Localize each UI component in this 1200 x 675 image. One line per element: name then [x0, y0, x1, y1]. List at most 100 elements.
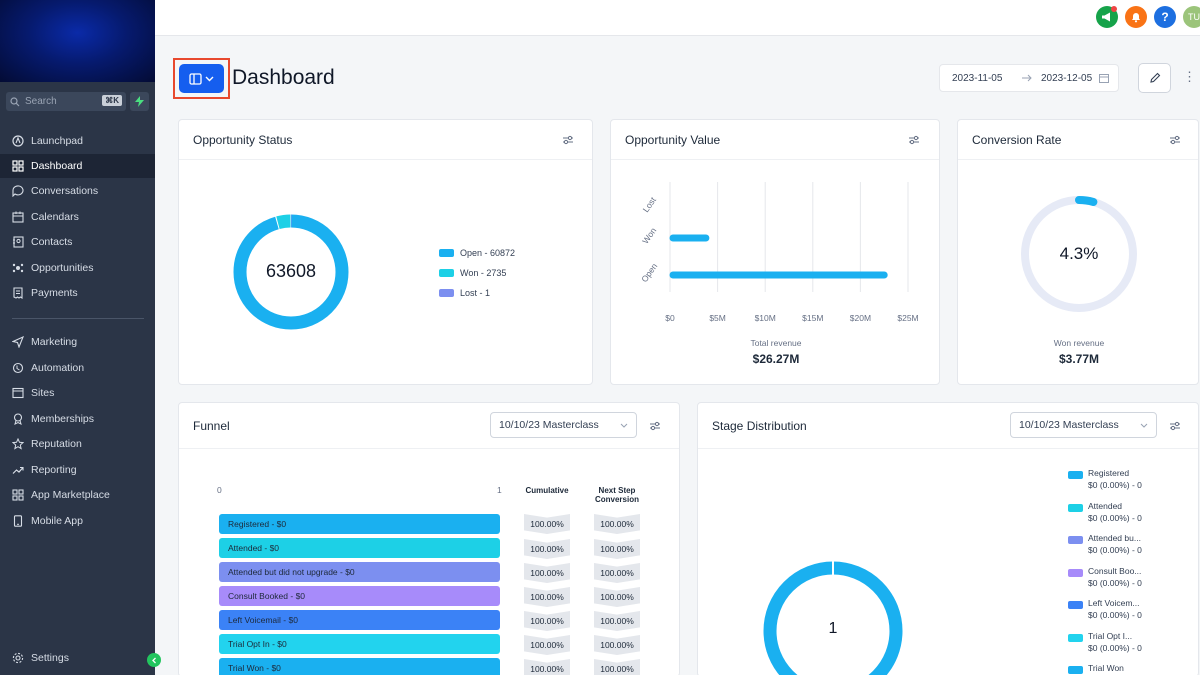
date-range-picker[interactable]: 2023-11-05 2023-12-05	[939, 64, 1119, 92]
funnel-pipeline-select[interactable]: 10/10/23 Masterclass	[490, 412, 637, 438]
chevron-down-icon	[1140, 423, 1148, 428]
filter-icon[interactable]	[1168, 419, 1182, 433]
sidebar-item-opportunities[interactable]: Opportunities	[0, 256, 155, 280]
funnel-bar[interactable]: Attended - $0	[219, 538, 500, 558]
funnel-bar[interactable]: Attended but did not upgrade - $0	[219, 562, 500, 582]
legend-swatch	[439, 249, 454, 257]
legend-label: Open - 60872	[460, 248, 516, 258]
sidebar: Search ⌘K Launchpad Dashboard Conversati…	[0, 0, 155, 675]
gauge-progress	[1021, 196, 1137, 312]
kebab-icon: ⋮	[1183, 69, 1196, 84]
next-step-cell: 100.00%	[594, 611, 640, 631]
help-button[interactable]: ?	[1154, 6, 1176, 28]
funnel-bar-label: Trial Won - $0	[228, 663, 281, 673]
funnel-bar-label: Trial Opt In - $0	[228, 639, 287, 649]
chat-icon	[12, 185, 24, 197]
trend-icon	[12, 466, 24, 474]
sidebar-item-app-marketplace[interactable]: App Marketplace	[0, 483, 155, 507]
sidebar-item-memberships[interactable]: Memberships	[0, 407, 155, 431]
sidebar-item-marketing[interactable]: Marketing	[0, 330, 155, 354]
more-options-button[interactable]: ⋮	[1183, 69, 1196, 85]
sidebar-item-dashboard[interactable]: Dashboard	[0, 154, 155, 178]
sidebar-item-reporting[interactable]: Reporting	[0, 458, 155, 482]
chevron-down-icon	[205, 76, 214, 81]
card-header: Stage Distribution 10/10/23 Masterclass	[698, 403, 1198, 449]
stage-pipeline-select[interactable]: 10/10/23 Masterclass	[1010, 412, 1157, 438]
opportunities-icon	[12, 263, 24, 273]
cumulative-cell: 100.00%	[524, 587, 570, 607]
sidebar-item-mobile-app[interactable]: Mobile App	[0, 509, 155, 533]
funnel-bar[interactable]: Trial Won - $0	[219, 658, 500, 675]
next-step-cell: 100.00%	[594, 514, 640, 534]
user-avatar[interactable]: TU	[1183, 6, 1200, 28]
funnel-bar-label: Left Voicemail - $0	[228, 615, 298, 625]
legend-lost: Lost - 1	[439, 288, 490, 298]
sidebar-item-label: Calendars	[31, 211, 79, 223]
sidebar-item-payments[interactable]: Payments	[0, 281, 155, 305]
x-tick-label: $25M	[897, 313, 918, 323]
receipt-icon	[13, 287, 23, 299]
sidebar-item-launchpad[interactable]: Launchpad	[0, 129, 155, 153]
stage-legend-item: Trial Opt I... $0 (0.00%) - 0	[1068, 630, 1142, 654]
sidebar-item-sites[interactable]: Sites	[0, 381, 155, 405]
sidebar-item-automation[interactable]: Automation	[0, 356, 155, 380]
sidebar-item-calendars[interactable]: Calendars	[0, 205, 155, 229]
sidebar-item-settings[interactable]: Settings	[0, 646, 155, 670]
conversion-rate-gauge	[1021, 196, 1137, 312]
sidebar-collapse-button[interactable]	[147, 653, 161, 667]
card-title: Stage Distribution	[712, 419, 807, 433]
filter-icon[interactable]	[1168, 133, 1182, 147]
sidebar-item-conversations[interactable]: Conversations	[0, 179, 155, 203]
won-revenue-value: $3.77M	[1058, 352, 1100, 366]
bell-icon	[1132, 13, 1140, 23]
sites-icon	[12, 387, 24, 399]
legend-won: Won - 2735	[439, 268, 506, 278]
filter-icon[interactable]	[648, 419, 662, 433]
funnel-bar-label: Attended but did not upgrade - $0	[228, 567, 355, 577]
donut-slice-lost[interactable]	[233, 214, 349, 330]
legend-swatch	[439, 289, 454, 297]
search-input[interactable]: Search ⌘K	[6, 92, 126, 111]
total-revenue-label: Total revenue	[750, 338, 802, 348]
x-tick-label: $15M	[802, 313, 823, 323]
card-header: Opportunity Status	[179, 120, 592, 160]
notifications-button[interactable]	[1125, 6, 1147, 28]
filter-icon[interactable]	[907, 133, 921, 147]
sidebar-item-label: Conversations	[31, 185, 99, 197]
card-header: Conversion Rate	[958, 120, 1198, 160]
gear-icon	[12, 652, 24, 664]
column-next-step: Next Step Conversion	[594, 486, 639, 504]
x-tick-label: $10M	[755, 313, 776, 323]
sidebar-item-contacts[interactable]: Contacts	[0, 230, 155, 254]
date-start[interactable]: 2023-11-05	[952, 72, 1003, 84]
page-header: Dashboard 2023-11-05 2023-12-05 ⋮	[155, 36, 1200, 116]
company-logo[interactable]	[0, 0, 155, 82]
notification-dot	[1111, 6, 1117, 12]
date-end[interactable]: 2023-12-05	[1041, 72, 1093, 84]
layout-icon	[189, 72, 202, 85]
legend-stage-name: Attended bu...	[1088, 533, 1141, 543]
legend-swatch	[1068, 601, 1083, 609]
legend-swatch	[1068, 504, 1083, 512]
card-header: Opportunity Value	[611, 120, 939, 160]
dashboard-switcher-button[interactable]	[179, 64, 224, 93]
announcements-button[interactable]	[1096, 6, 1118, 28]
legend-swatch	[1068, 666, 1083, 674]
funnel-bar[interactable]: Consult Booked - $0	[219, 586, 500, 606]
opportunity-value-card: Opportunity Value $0 $5M $10M $15M $20M $25M L…	[610, 119, 940, 385]
legend-label: Lost - 1	[460, 288, 491, 298]
x-tick-label: $20M	[850, 313, 871, 323]
funnel-bar[interactable]: Registered - $0	[219, 514, 500, 534]
funnel-bar[interactable]: Trial Opt In - $0	[219, 634, 500, 654]
sidebar-item-reputation[interactable]: Reputation	[0, 432, 155, 456]
edit-dashboard-button[interactable]	[1138, 63, 1171, 93]
funnel-bar[interactable]: Left Voicemail - $0	[219, 610, 500, 630]
filter-icon[interactable]	[561, 133, 575, 147]
top-bar: ? TU	[155, 0, 1200, 36]
funnel-axis-start: 0	[217, 485, 222, 495]
sidebar-item-label: Automation	[31, 362, 85, 374]
arrow-right-icon	[1022, 74, 1032, 82]
bolt-icon	[135, 96, 144, 107]
sidebar-item-label: Contacts	[31, 236, 73, 248]
quick-actions-button[interactable]	[130, 92, 149, 111]
